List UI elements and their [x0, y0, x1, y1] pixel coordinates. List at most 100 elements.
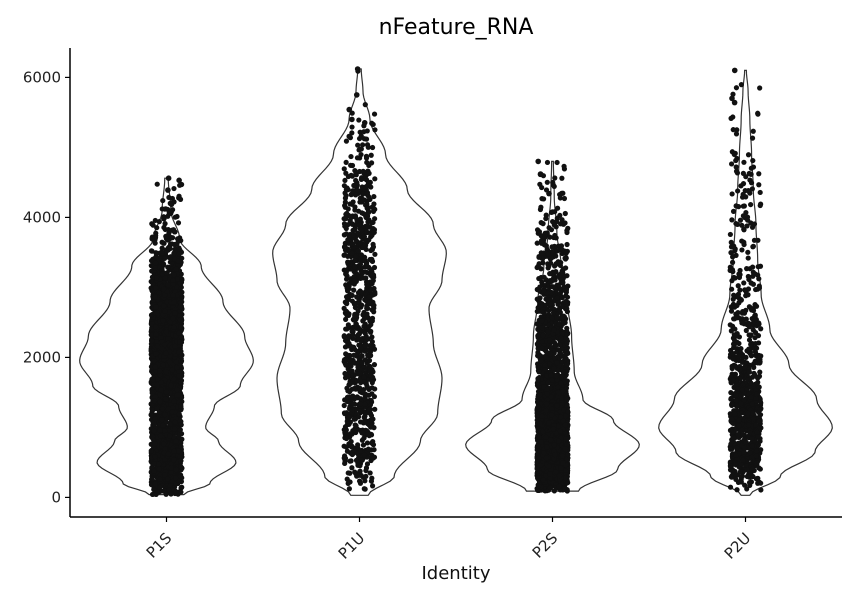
- data-point: [348, 380, 354, 386]
- data-point: [369, 440, 375, 446]
- outlier-point: [176, 177, 182, 184]
- data-point: [152, 260, 159, 266]
- data-point: [365, 204, 371, 211]
- data-point: [361, 435, 367, 441]
- data-point: [343, 444, 349, 450]
- data-point: [157, 398, 163, 405]
- data-point: [361, 315, 368, 322]
- data-point: [343, 159, 349, 165]
- data-point: [358, 345, 364, 351]
- data-point: [173, 488, 179, 495]
- data-point: [371, 229, 377, 236]
- data-point: [371, 362, 378, 368]
- data-point: [163, 233, 169, 239]
- data-point: [342, 245, 348, 251]
- data-point: [342, 203, 348, 209]
- data-point: [552, 175, 558, 181]
- data-point: [365, 219, 371, 225]
- data-point: [159, 416, 165, 423]
- data-point: [349, 292, 355, 298]
- data-point: [152, 294, 158, 300]
- data-point: [163, 389, 170, 395]
- data-point: [364, 304, 370, 311]
- data-point: [178, 484, 185, 491]
- data-point: [371, 447, 377, 453]
- data-point: [165, 336, 171, 342]
- data-point: [167, 421, 173, 428]
- data-point: [367, 318, 373, 324]
- data-point: [174, 387, 180, 393]
- data-point: [361, 123, 367, 129]
- data-point: [177, 339, 183, 345]
- data-point: [347, 419, 353, 425]
- data-point: [170, 315, 176, 322]
- data-point: [359, 289, 365, 296]
- data-point: [352, 207, 358, 213]
- data-point: [367, 287, 373, 293]
- data-point: [171, 426, 178, 432]
- data-point: [347, 358, 353, 364]
- data-point: [168, 465, 174, 471]
- data-point: [163, 491, 169, 497]
- data-point: [176, 349, 182, 355]
- data-point: [368, 152, 374, 158]
- data-point: [162, 308, 168, 314]
- data-point: [366, 237, 372, 243]
- data-point: [169, 208, 175, 214]
- data-point: [357, 385, 363, 391]
- data-point: [149, 338, 155, 345]
- data-point: [173, 359, 180, 365]
- data-point: [341, 232, 347, 238]
- data-point: [165, 282, 171, 288]
- data-point: [355, 332, 362, 338]
- data-point: [150, 376, 156, 383]
- data-point: [358, 176, 364, 182]
- data-point: [349, 368, 355, 374]
- data-point: [163, 369, 169, 375]
- data-point: [156, 466, 163, 472]
- data-point: [165, 451, 172, 457]
- data-point: [370, 219, 376, 225]
- data-point: [175, 220, 182, 226]
- data-point: [357, 275, 364, 281]
- data-point: [349, 465, 355, 471]
- chart-title: nFeature_RNA: [379, 15, 534, 40]
- data-point: [358, 338, 364, 344]
- data-point: [370, 302, 376, 308]
- data-point: [347, 458, 353, 464]
- data-point: [178, 489, 184, 495]
- data-point: [369, 258, 376, 264]
- data-point: [165, 406, 171, 412]
- data-point: [359, 430, 365, 436]
- data-point: [178, 290, 184, 296]
- data-point: [152, 217, 158, 224]
- data-point: [355, 248, 362, 254]
- data-point: [349, 407, 355, 413]
- data-point: [360, 142, 366, 148]
- data-point: [362, 297, 368, 303]
- data-point: [171, 398, 177, 404]
- data-point: [344, 394, 351, 400]
- data-point: [364, 384, 371, 391]
- data-point: [342, 455, 349, 461]
- data-point: [177, 317, 184, 323]
- data-point: [149, 274, 156, 280]
- data-point: [149, 476, 155, 482]
- data-point: [171, 457, 177, 463]
- data-point: [352, 313, 358, 319]
- data-point: [365, 336, 371, 342]
- data-point: [372, 406, 378, 412]
- data-point: [151, 491, 157, 497]
- data-point: [170, 292, 176, 299]
- data-point: [163, 396, 169, 402]
- data-point: [361, 452, 368, 458]
- data-point: [364, 279, 370, 286]
- data-point: [153, 285, 159, 291]
- data-point: [345, 388, 351, 394]
- outlier-point: [349, 116, 355, 123]
- data-point: [372, 127, 378, 133]
- data-point: [365, 144, 371, 150]
- data-point: [172, 419, 178, 425]
- data-point: [359, 302, 365, 308]
- data-point: [171, 299, 177, 305]
